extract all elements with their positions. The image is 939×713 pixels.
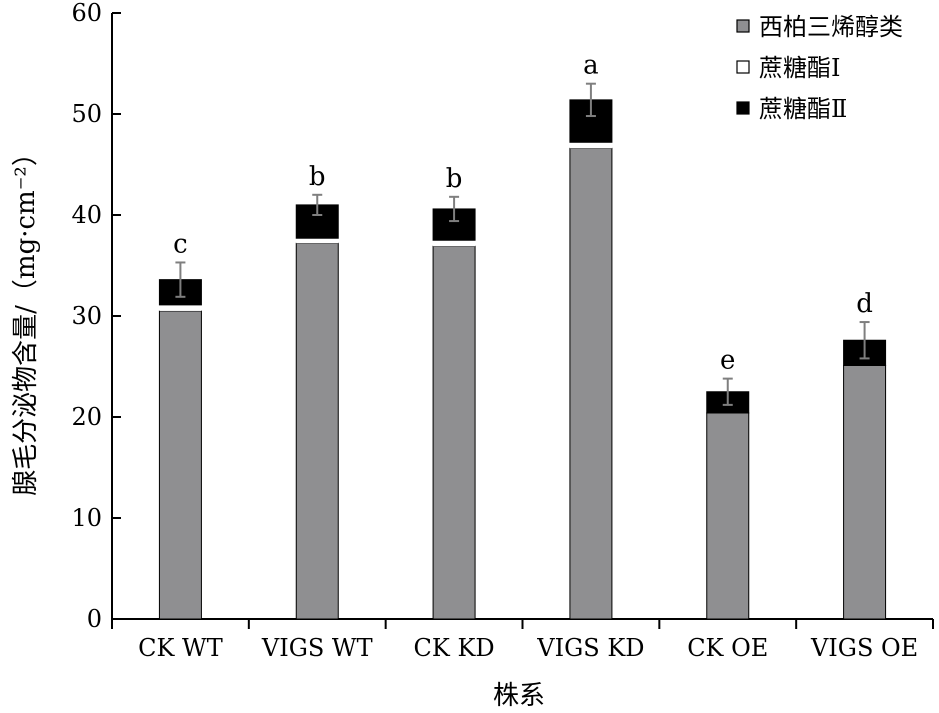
- bar-segment: [296, 238, 339, 244]
- x-axis-title: 株系: [493, 681, 545, 711]
- y-tick-label: 50: [71, 100, 102, 128]
- bar-segment: [569, 142, 612, 149]
- error-bars: [175, 82, 870, 406]
- bar-segment: [433, 240, 476, 247]
- legend-label: 蔗糖酯Ⅰ: [759, 54, 840, 82]
- axes: 0 10 20 30 40 50 60 CK WT VIGS WT CK KD VIGS KD CK …: [71, 0, 934, 662]
- x-tick-label: VIGS OE: [810, 634, 918, 662]
- y-tick-label: 40: [71, 201, 102, 229]
- bar-segment: [159, 304, 202, 311]
- significance-label: c: [173, 229, 188, 259]
- y-tick-label: 60: [71, 0, 102, 27]
- y-axis-title: 腺毛分泌物含量/（mg·cm⁻²）: [11, 140, 41, 496]
- legend-label: 蔗糖酯Ⅱ: [759, 95, 847, 123]
- bar-segment: [295, 242, 339, 620]
- x-tick-label: CK OE: [687, 634, 768, 662]
- bar-segment: [432, 245, 476, 620]
- significance-labels: c b b a e d: [173, 51, 873, 376]
- x-tick-label: CK WT: [138, 634, 223, 662]
- significance-label: e: [720, 346, 735, 376]
- bars: [158, 99, 887, 620]
- legend-swatch: [736, 60, 750, 74]
- legend-swatch: [736, 101, 750, 115]
- bar-segment: [843, 364, 887, 620]
- y-tick-label: 30: [71, 302, 102, 330]
- y-tick-label: 10: [71, 504, 102, 532]
- y-tick-label: 20: [71, 403, 102, 431]
- significance-label: b: [309, 162, 326, 192]
- bar-segment: [158, 310, 202, 620]
- x-tick-label: VIGS WT: [261, 634, 373, 662]
- x-tick-label: CK KD: [414, 634, 495, 662]
- legend-label: 西柏三烯醇类: [759, 13, 903, 41]
- significance-label: a: [583, 51, 599, 81]
- y-tick-label: 0: [87, 605, 102, 633]
- significance-label: b: [446, 164, 463, 194]
- legend-swatch: [736, 19, 750, 33]
- bar-segment: [569, 147, 613, 620]
- significance-label: d: [856, 289, 873, 319]
- bar-segment: [706, 412, 750, 620]
- x-tick-label: VIGS KD: [536, 634, 644, 662]
